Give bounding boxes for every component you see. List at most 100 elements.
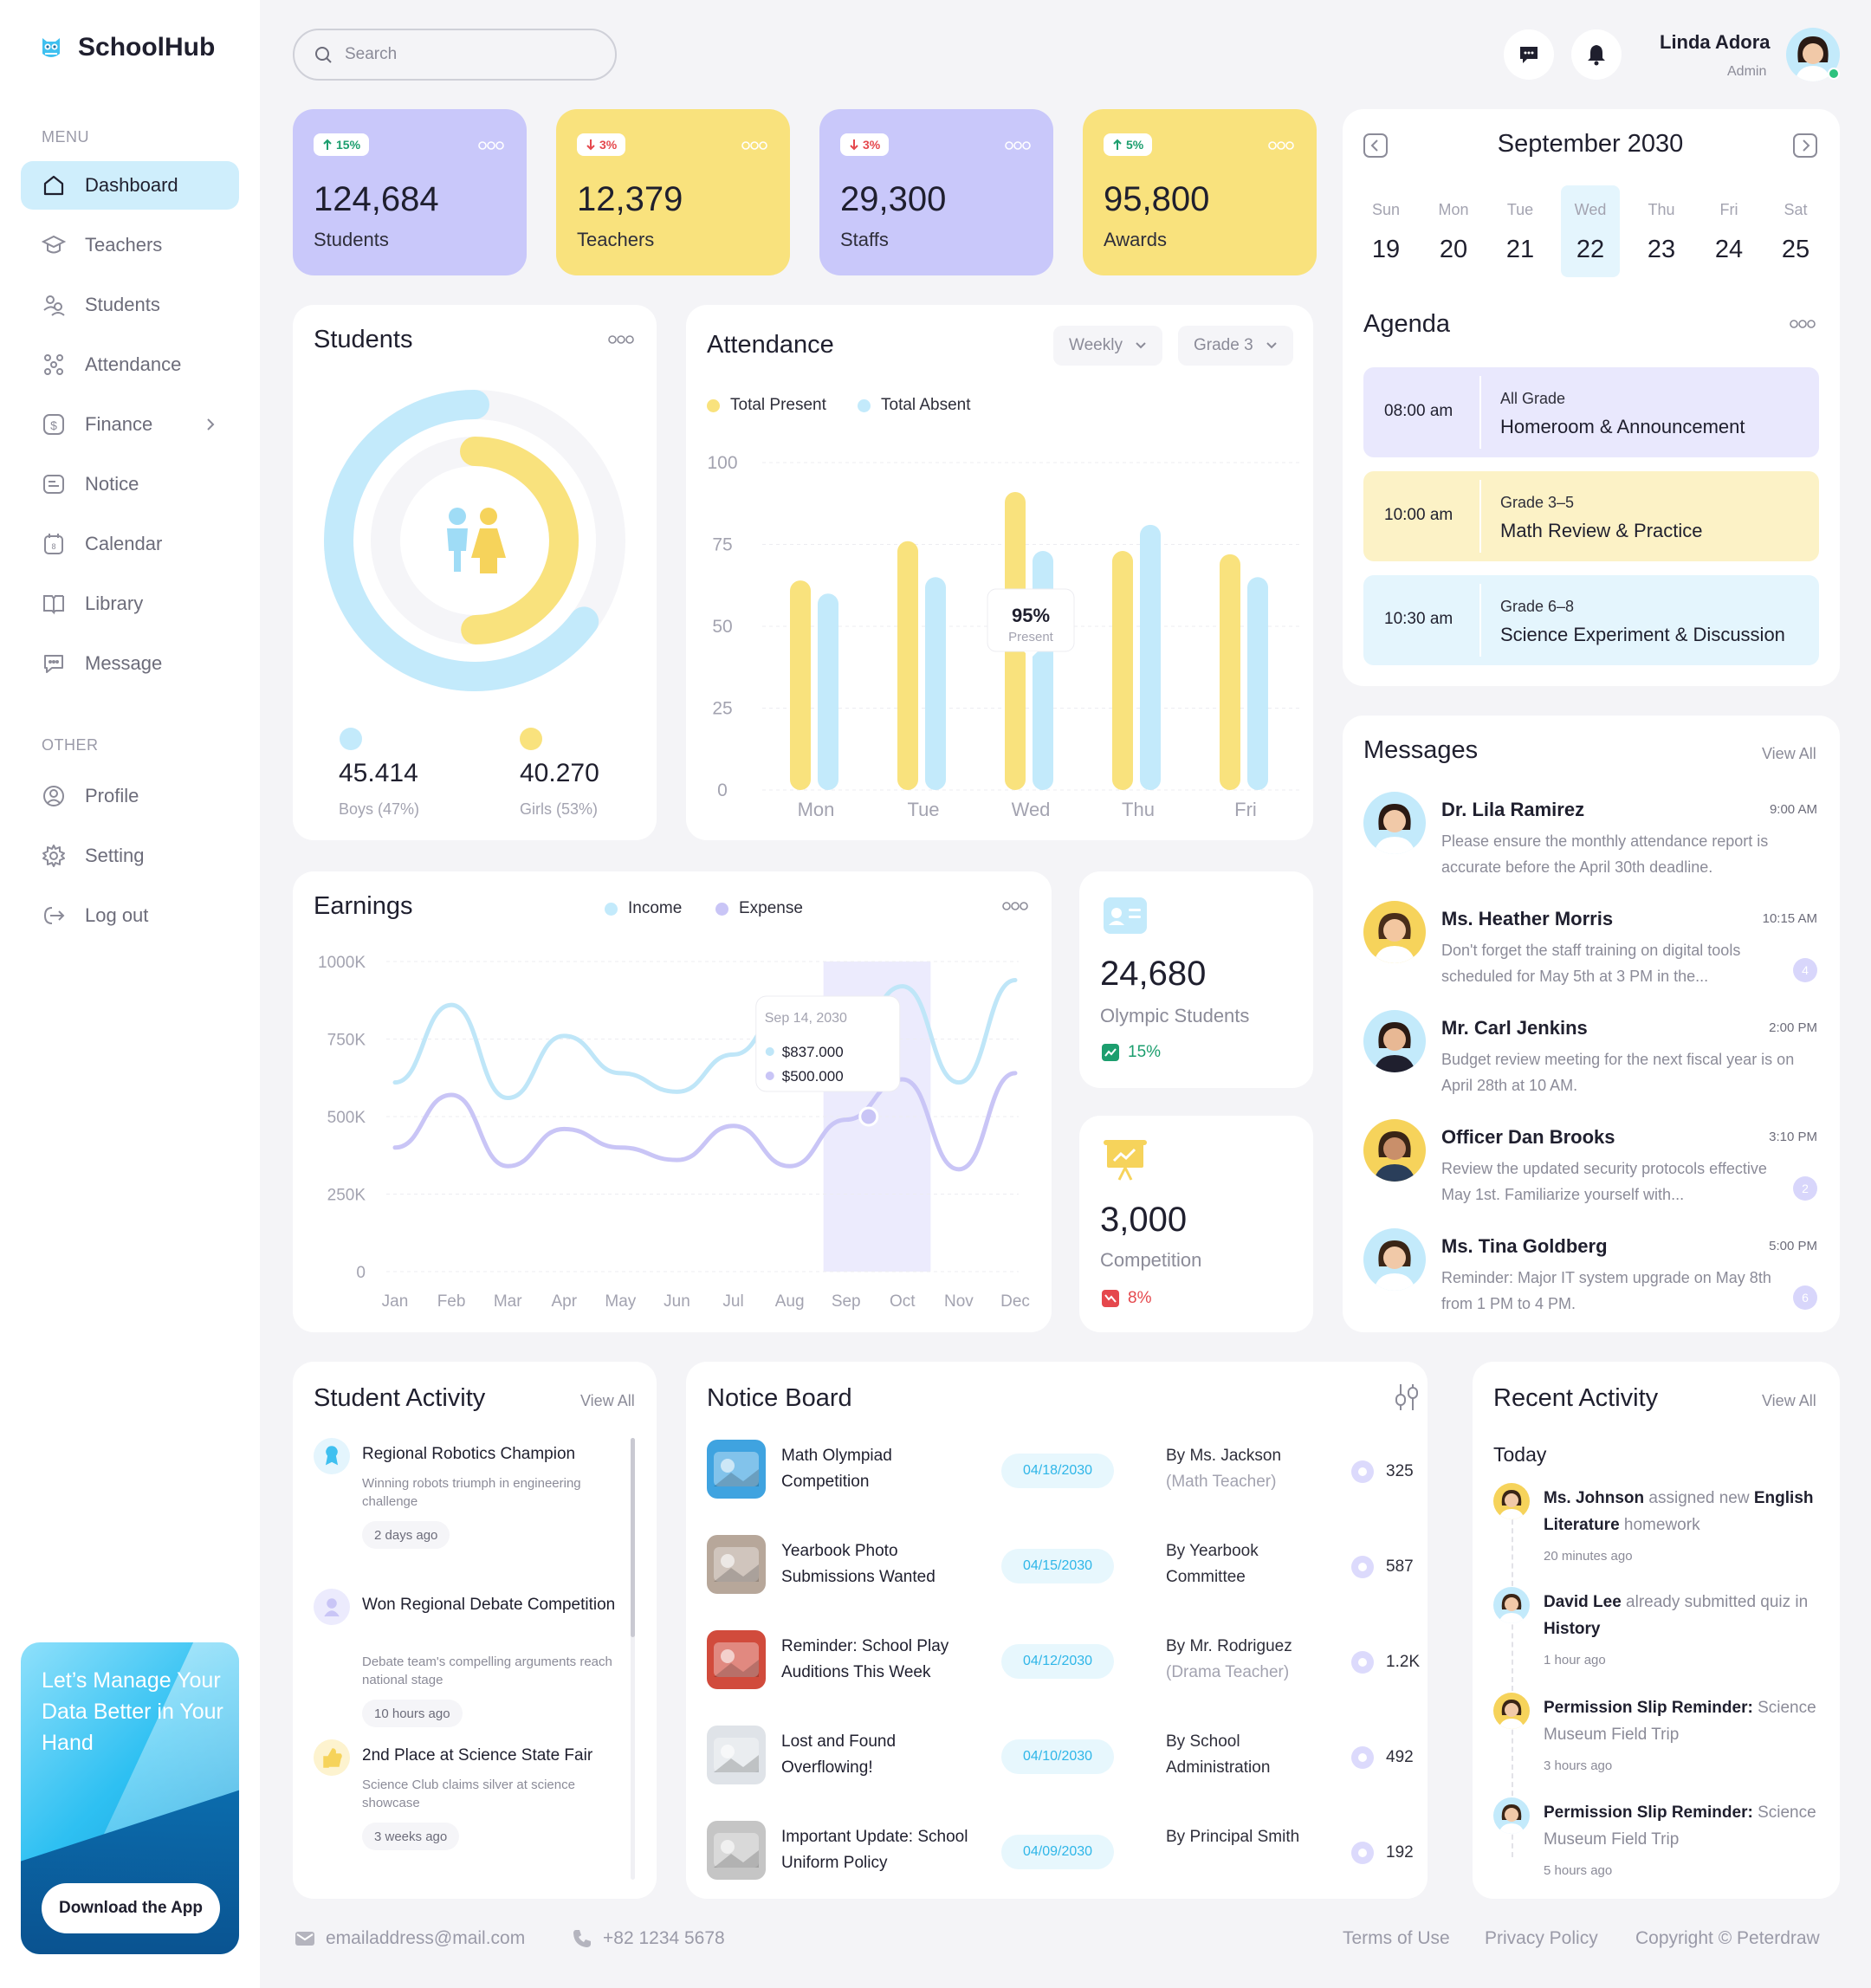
grade-dropdown[interactable]: Grade 3 <box>1178 326 1293 366</box>
sidebar-item-setting[interactable]: Setting <box>21 832 239 880</box>
message-item[interactable]: Ms. Tina Goldberg 5:00 PM Reminder: Major … <box>1363 1228 1822 1325</box>
activity-item[interactable]: Regional Robotics Champion Winning robots… <box>314 1438 643 1577</box>
privacy-link[interactable]: Privacy Policy <box>1485 1928 1598 1948</box>
activity-item[interactable]: Won Regional Debate Competition Debate te… <box>314 1589 643 1727</box>
stat-change-value: 3% <box>863 138 881 152</box>
message-sender: Ms. Heather Morris <box>1441 908 1614 929</box>
scrollbar-thumb[interactable] <box>631 1438 635 1637</box>
legend-expense: Expense <box>715 899 803 918</box>
period-dropdown[interactable]: Weekly <box>1053 326 1162 366</box>
sidebar-item-finance[interactable]: $ Finance <box>21 400 239 449</box>
sidebar-item-message[interactable]: Message <box>21 639 239 688</box>
agenda-item[interactable]: 10:00 am Grade 3–5 Math Review & Practice <box>1363 471 1819 561</box>
notice-item[interactable]: Math Olympiad Competition 04/18/2030 By Ms… <box>707 1440 1426 1500</box>
more-options-icon[interactable] <box>1005 139 1031 154</box>
sidebar-item-students[interactable]: Students <box>21 281 239 329</box>
notice-board-title: Notice Board <box>707 1384 852 1412</box>
agenda-item[interactable]: 10:30 am Grade 6–8 Science Experiment & Di… <box>1363 575 1819 665</box>
sidebar-item-notice[interactable]: Notice <box>21 460 239 508</box>
next-month-button[interactable] <box>1793 133 1817 158</box>
bar-total-present-mon[interactable] <box>790 580 811 790</box>
brand[interactable]: SchoolHub <box>40 33 215 62</box>
notice-views: 325 <box>1351 1460 1414 1483</box>
stat-card-staffs[interactable]: 3% 29,300 Staffs <box>819 109 1053 275</box>
y-tick-label: 500K <box>327 1109 366 1127</box>
notification-button[interactable] <box>1571 29 1622 80</box>
prev-month-button[interactable] <box>1363 133 1388 158</box>
messages-view-all-link[interactable]: View All <box>1762 745 1816 762</box>
scrollbar-track[interactable] <box>631 1438 635 1880</box>
notice-item[interactable]: Yearbook Photo Submissions Wanted 04/15/2… <box>707 1535 1426 1596</box>
notice-item[interactable]: Important Update: School Uniform Policy 0… <box>707 1821 1426 1881</box>
brand-name: SchoolHub <box>78 33 216 62</box>
search-input[interactable]: Search <box>345 45 398 63</box>
footer-phone[interactable]: +82 1234 5678 <box>572 1928 725 1949</box>
bar-total-present-fri[interactable] <box>1220 554 1240 790</box>
user-name[interactable]: Linda Adora <box>1660 31 1771 53</box>
chat-button[interactable] <box>1504 29 1554 80</box>
bar-total-absent-tue[interactable] <box>925 577 946 790</box>
more-options-icon[interactable] <box>1268 139 1294 154</box>
search-bar[interactable]: Search <box>293 29 617 81</box>
logout-icon <box>43 907 65 924</box>
calendar-day-24[interactable]: Fri 24 <box>1699 185 1758 277</box>
recent-activity-item[interactable]: Ms. Johnson assigned new English Literat… <box>1493 1483 1822 1570</box>
sidebar-item-library[interactable]: Library <box>21 580 239 628</box>
notice-item[interactable]: Lost and Found Overflowing! 04/10/2030 By … <box>707 1726 1426 1786</box>
bar-total-absent-mon[interactable] <box>818 593 838 790</box>
download-app-button[interactable]: Download the App <box>42 1883 220 1933</box>
more-options-icon[interactable] <box>478 139 504 154</box>
sidebar-item-profile[interactable]: Profile <box>21 772 239 820</box>
filter-sliders-icon[interactable] <box>1393 1383 1421 1412</box>
bar-total-absent-wed[interactable] <box>1033 551 1053 790</box>
message-item[interactable]: Mr. Carl Jenkins 2:00 PM Budget review mee… <box>1363 1010 1822 1107</box>
recent-activity-item[interactable]: Permission Slip Reminder: Science Museum… <box>1493 1693 1822 1779</box>
stat-card-students[interactable]: 15% 124,684 Students <box>293 109 527 275</box>
day-number: 20 <box>1439 236 1468 263</box>
message-item[interactable]: Dr. Lila Ramirez 9:00 AM Please ensure the… <box>1363 792 1822 889</box>
more-options-icon[interactable] <box>1002 902 1028 910</box>
sidebar-item-teachers[interactable]: Teachers <box>21 221 239 269</box>
calendar-day-19[interactable]: Sun 19 <box>1356 185 1415 277</box>
sidebar-item-label: Notice <box>85 473 139 495</box>
calendar-day-23[interactable]: Thu 23 <box>1632 185 1691 277</box>
recent-activity-item[interactable]: Permission Slip Reminder: Science Museum… <box>1493 1797 1822 1884</box>
notice-item[interactable]: Reminder: School Play Auditions This Wee… <box>707 1630 1426 1691</box>
calendar-day-25[interactable]: Sat 25 <box>1766 185 1825 277</box>
agenda-item[interactable]: 08:00 am All Grade Homeroom & Announcement <box>1363 367 1819 457</box>
agenda-time: 08:00 am <box>1384 402 1453 420</box>
student-activity-view-all-link[interactable]: View All <box>580 1392 635 1409</box>
sidebar-item-logout[interactable]: Log out <box>21 891 239 940</box>
footer-email[interactable]: emailaddress@mail.com <box>295 1928 525 1949</box>
ribbon-icon <box>314 1438 350 1474</box>
recent-activity-view-all-link[interactable]: View All <box>1762 1392 1816 1409</box>
stat-change-badge: 5% <box>1104 133 1153 156</box>
message-item[interactable]: Ms. Heather Morris 10:15 AM Don't forget t… <box>1363 901 1822 998</box>
more-options-icon[interactable] <box>1790 320 1816 328</box>
activity-action: Science Museum Field Trip <box>1544 1699 1816 1744</box>
bar-total-absent-thu[interactable] <box>1140 524 1161 790</box>
hover-point[interactable] <box>858 1106 879 1127</box>
bar-total-absent-fri[interactable] <box>1247 577 1268 790</box>
more-options-icon[interactable] <box>608 335 634 344</box>
bar-total-present-thu[interactable] <box>1112 551 1133 790</box>
calendar-day-20[interactable]: Mon 20 <box>1424 185 1483 277</box>
students-card-title: Students <box>314 326 413 353</box>
sidebar-item-attendance[interactable]: Attendance <box>21 340 239 389</box>
activity-item[interactable]: 2nd Place at Science State Fair Science C… <box>314 1739 643 1878</box>
stat-card-awards[interactable]: 5% 95,800 Awards <box>1083 109 1317 275</box>
sidebar-item-dashboard[interactable]: Dashboard <box>21 161 239 210</box>
terms-link[interactable]: Terms of Use <box>1343 1928 1450 1948</box>
calendar-day-21[interactable]: Tue 21 <box>1491 185 1550 277</box>
notice-thumbnail <box>707 1821 766 1880</box>
sidebar-item-calendar[interactable]: 8 Calendar <box>21 520 239 568</box>
calendar-day-22[interactable]: Wed 22 <box>1561 185 1620 277</box>
recent-activity-item[interactable]: David Lee already submitted quiz in Hist… <box>1493 1587 1822 1674</box>
message-item[interactable]: Officer Dan Brooks 3:10 PM Review the upda… <box>1363 1119 1822 1216</box>
bar-total-present-tue[interactable] <box>897 541 918 790</box>
owl-logo-icon <box>42 38 60 57</box>
sidebar-item-label: Students <box>85 294 160 315</box>
stat-card-teachers[interactable]: 3% 12,379 Teachers <box>556 109 790 275</box>
activity-subject: English Literature <box>1544 1489 1814 1534</box>
more-options-icon[interactable] <box>741 139 767 154</box>
